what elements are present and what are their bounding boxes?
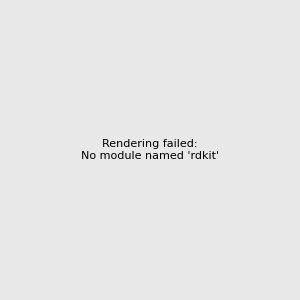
- Text: Rendering failed:
No module named 'rdkit': Rendering failed: No module named 'rdkit…: [81, 139, 219, 161]
